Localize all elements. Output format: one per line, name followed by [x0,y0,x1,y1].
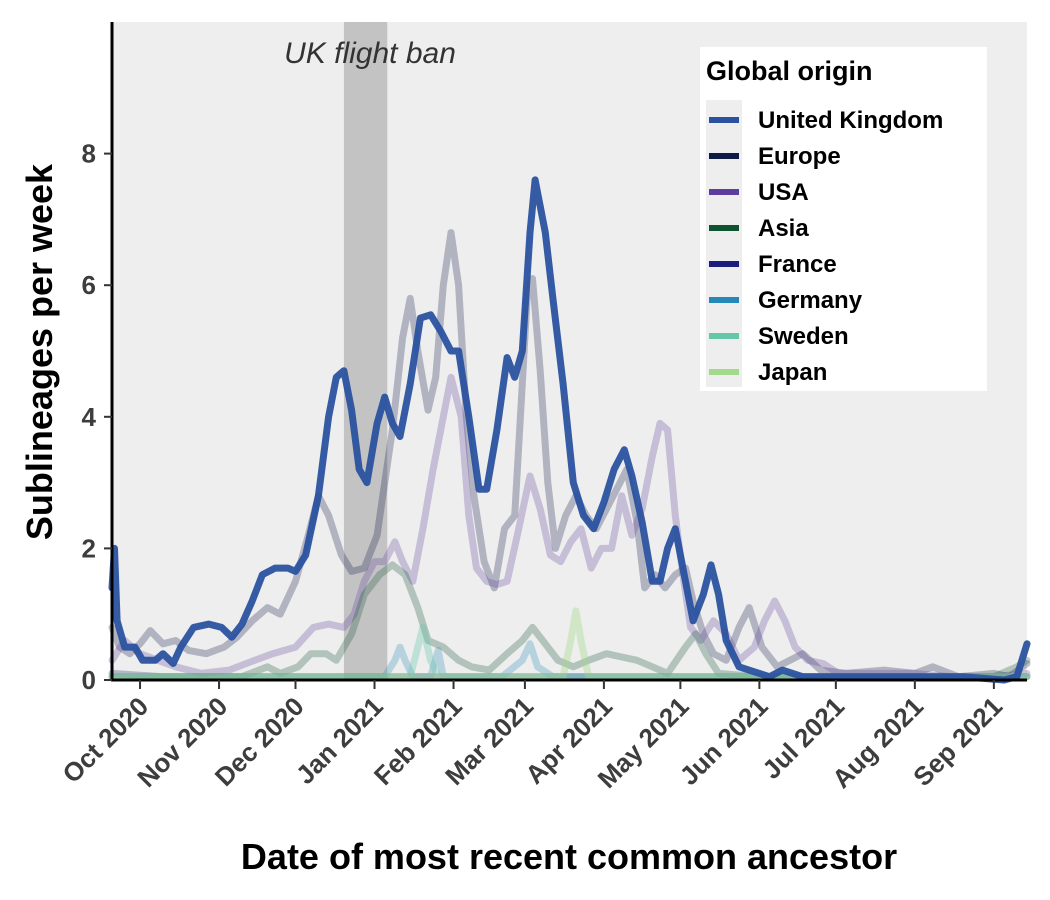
legend-label: Japan [758,359,827,386]
y-tick-label: 8 [82,139,96,169]
legend-label: Germany [758,287,863,314]
flight-ban-band [343,22,388,680]
x-axis-title: Date of most recent common ancestor [241,836,897,877]
legend-label: France [758,251,837,278]
series-line-germany [108,640,1031,681]
legend-label: USA [758,179,809,206]
legend-background [700,47,987,391]
y-tick-label: 4 [82,402,97,432]
legend: Global origin United Kingdom Europe USA Asi… [700,47,987,391]
series-line-europe [108,229,1031,681]
y-tick-label: 6 [82,270,96,300]
series-layer [108,176,1031,684]
y-tick-label: 2 [82,533,96,563]
series-line-usa [108,373,1031,681]
legend-label: Europe [758,143,841,170]
legend-label: Asia [758,215,809,242]
legend-key-background [706,100,742,387]
legend-label: Sweden [758,323,849,350]
legend-label: United Kingdom [758,107,943,134]
series-line-sweden [108,623,1031,681]
legend-items: United Kingdom Europe USA Asia France Germany… [706,100,943,387]
legend-title: Global origin [706,56,873,86]
y-axis-title: Sublineages per week [19,163,60,540]
y-tick-label: 0 [82,665,96,695]
flight-ban-band-layer [343,22,388,680]
y-axis-ticks: 0 2 4 6 8 [82,139,112,695]
series-line-japan [108,607,1031,681]
series-line-united-kingdom [108,176,1031,684]
flight-ban-annotation: UK flight ban [284,37,456,70]
x-tick-label: Jun 2021 [674,691,774,791]
series-line-asia [108,561,1031,681]
